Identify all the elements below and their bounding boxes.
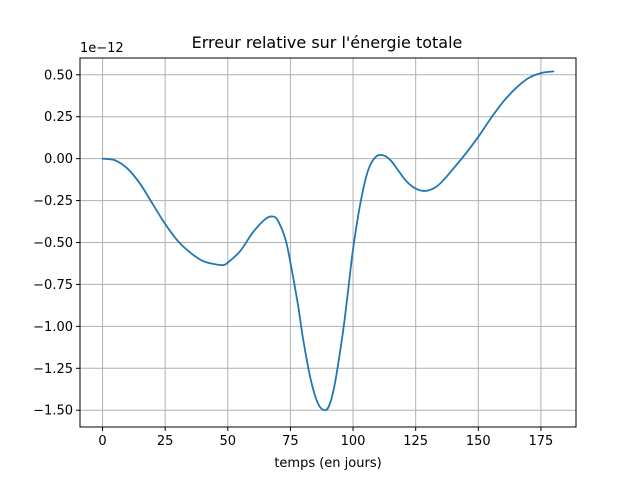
y-tick-label: −0.25 [33, 194, 73, 209]
y-tick-label: 0.00 [44, 152, 73, 167]
y-tick-label: 0.25 [44, 110, 73, 125]
series-group [101, 70, 555, 412]
chart-title: Erreur relative sur l'énergie totale [192, 33, 463, 52]
y-tick-label: −0.75 [33, 278, 73, 293]
x-tick-label: 150 [466, 434, 491, 449]
x-axis: 0 25 50 75 100 125 150 175 [98, 427, 553, 449]
y-offset-text: 1e−12 [80, 41, 124, 56]
x-axis-label: temps (en jours) [274, 456, 381, 471]
x-tick-label: 50 [220, 434, 237, 449]
y-tick-label: −0.50 [33, 236, 73, 251]
x-tick-label: 0 [98, 434, 106, 449]
x-tick-label: 125 [403, 434, 428, 449]
y-tick-label: −1.25 [33, 362, 73, 377]
grid [80, 58, 576, 427]
y-tick-label: 0.50 [44, 68, 73, 83]
x-tick-label: 75 [282, 434, 299, 449]
x-tick-label: 25 [157, 434, 174, 449]
x-tick-label: 175 [529, 434, 554, 449]
y-tick-label: −1.50 [33, 404, 73, 419]
x-tick-label: 100 [341, 434, 366, 449]
series-line [101, 70, 555, 412]
y-axis: 0.50 0.25 0.00 −0.25 −0.50 −0.75 −1.00 −1.25 −1.… [33, 68, 80, 419]
y-tick-label: −1.00 [33, 320, 73, 335]
